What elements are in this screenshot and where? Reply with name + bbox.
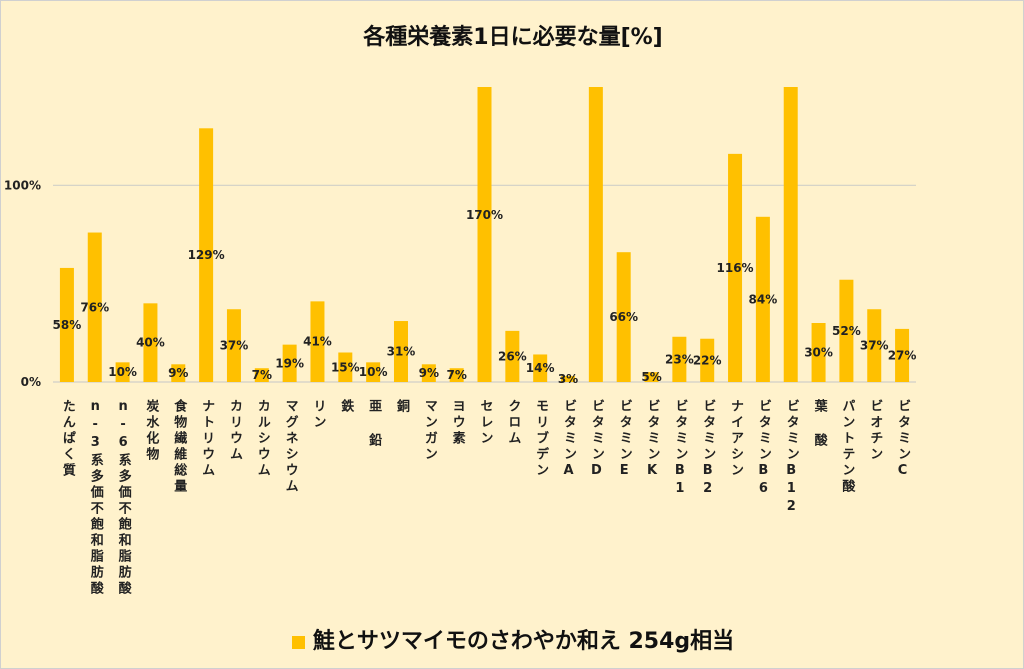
data-label: 31% — [387, 345, 416, 359]
x-tick-label: クロム — [505, 399, 521, 447]
x-tick-label: ビタミンB2 — [700, 399, 716, 499]
x-tick-label: ビタミンD — [588, 399, 604, 481]
data-label: 129% — [188, 248, 225, 262]
bar — [282, 344, 297, 382]
data-label: 7% — [446, 368, 466, 382]
bar — [449, 368, 464, 382]
x-tick-label: 食物繊維総量 — [171, 399, 187, 495]
x-tick-label: ヨウ素 — [449, 399, 465, 447]
data-label: 66% — [609, 310, 638, 324]
bar — [533, 354, 548, 382]
data-label: 27% — [888, 348, 917, 362]
x-tick-label: たんぱく質 — [59, 399, 75, 479]
x-tick-label: 鉄 — [338, 399, 354, 415]
bar — [505, 330, 520, 382]
bar — [811, 323, 826, 382]
data-label: 40% — [136, 336, 165, 350]
x-tick-label: モリブデン — [533, 399, 549, 479]
x-tick-label: ビタミンK — [644, 399, 660, 481]
bar — [338, 352, 353, 382]
bar — [867, 309, 882, 382]
bar — [672, 336, 687, 382]
bar — [393, 321, 408, 382]
x-tick-label: ビタミンB12 — [783, 399, 799, 517]
legend-label: 鮭とサツマイモのさわやか和え 254g相当 — [312, 629, 735, 654]
data-label: 26% — [498, 349, 527, 363]
data-label: 15% — [331, 360, 360, 374]
data-label: 9% — [419, 366, 439, 380]
bar — [700, 338, 715, 382]
bar — [421, 364, 436, 382]
x-tick-label: マンガン — [421, 399, 437, 463]
bar — [755, 216, 770, 382]
bar — [115, 362, 130, 382]
bar — [728, 153, 743, 382]
x-tick-label: ビタミンA — [561, 399, 577, 481]
x-tick-label: n-3系多価不飽和脂肪酸 — [87, 399, 103, 597]
data-label: 30% — [804, 346, 833, 360]
data-label: 3% — [558, 372, 578, 386]
bar — [616, 252, 631, 382]
x-tick-label: n-6系多価不飽和脂肪酸 — [115, 399, 131, 597]
data-label: 10% — [108, 365, 137, 379]
data-label: 19% — [275, 356, 304, 370]
data-label: 84% — [749, 292, 778, 306]
bar — [895, 328, 910, 382]
data-label: 22% — [693, 353, 722, 367]
x-tick-label: ビタミンC — [895, 399, 911, 481]
x-tick-label: ナトリウム — [199, 399, 215, 479]
data-label: 58% — [53, 318, 82, 332]
data-label: 23% — [665, 352, 694, 366]
data-label: 52% — [832, 324, 861, 338]
data-label: 37% — [220, 339, 249, 353]
x-tick-label: ビタミンE — [616, 399, 632, 481]
bar — [199, 128, 214, 382]
bar — [171, 364, 186, 382]
data-label: 116% — [717, 261, 754, 275]
x-tick-label: セレン — [477, 399, 493, 447]
x-tick-label: ナイアシン — [728, 399, 744, 479]
x-tick-label: 亜 鉛 — [366, 399, 382, 449]
x-tick-label: カリウム — [226, 399, 242, 463]
data-label: 10% — [359, 365, 388, 379]
data-label: 9% — [168, 366, 188, 380]
x-tick-label: パントテン酸 — [839, 399, 855, 495]
x-tick-label: 炭水化物 — [143, 399, 159, 463]
bar — [310, 301, 325, 382]
bar — [783, 87, 798, 382]
x-tick-label: カルシウム — [254, 399, 270, 479]
x-tick-label: ビタミンB6 — [755, 399, 771, 499]
bar — [477, 87, 492, 382]
bar — [143, 303, 158, 382]
legend-swatch — [291, 635, 305, 649]
data-label: 76% — [80, 300, 109, 314]
chart-title: 各種栄養素1日に必要な量[%] — [363, 25, 663, 50]
data-label: 170% — [466, 208, 503, 222]
x-tick-label: リン — [310, 399, 326, 431]
data-label: 37% — [860, 339, 889, 353]
x-tick-label: 葉 酸 — [811, 399, 827, 449]
data-label: 14% — [526, 361, 555, 375]
data-label: 41% — [303, 335, 332, 349]
y-tick-label: 0% — [21, 375, 41, 389]
bar — [226, 309, 241, 382]
x-tick-label: 銅 — [393, 399, 409, 415]
y-tick-label: 100% — [4, 178, 41, 192]
legend: 鮭とサツマイモのさわやか和え 254g相当 — [1, 623, 1023, 655]
bar — [59, 267, 74, 382]
data-label: 7% — [252, 368, 272, 382]
x-tick-label: マグネシウム — [282, 399, 298, 495]
x-tick-label: ビタミンB1 — [672, 399, 688, 499]
bar — [561, 376, 576, 382]
bar — [254, 368, 269, 382]
bar — [588, 87, 603, 382]
bar — [366, 362, 381, 382]
bar — [644, 372, 659, 382]
bar — [87, 232, 102, 382]
x-tick-label: ビオチン — [867, 399, 883, 463]
data-label: 5% — [641, 370, 661, 384]
bar — [839, 279, 854, 382]
